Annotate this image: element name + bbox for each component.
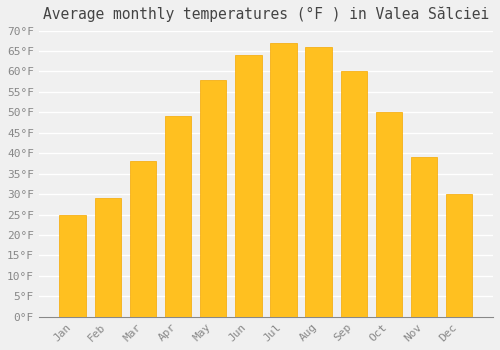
Bar <box>94 198 121 317</box>
Bar <box>165 117 191 317</box>
Bar <box>130 161 156 317</box>
Bar <box>340 71 367 317</box>
Bar <box>376 112 402 317</box>
Bar <box>235 55 262 317</box>
Bar <box>60 215 86 317</box>
Bar <box>411 157 438 317</box>
Bar <box>446 194 472 317</box>
Bar <box>200 80 226 317</box>
Bar <box>306 47 332 317</box>
Bar <box>270 43 296 317</box>
Title: Average monthly temperatures (°F ) in Valea Sălciei: Average monthly temperatures (°F ) in Va… <box>43 7 489 22</box>
